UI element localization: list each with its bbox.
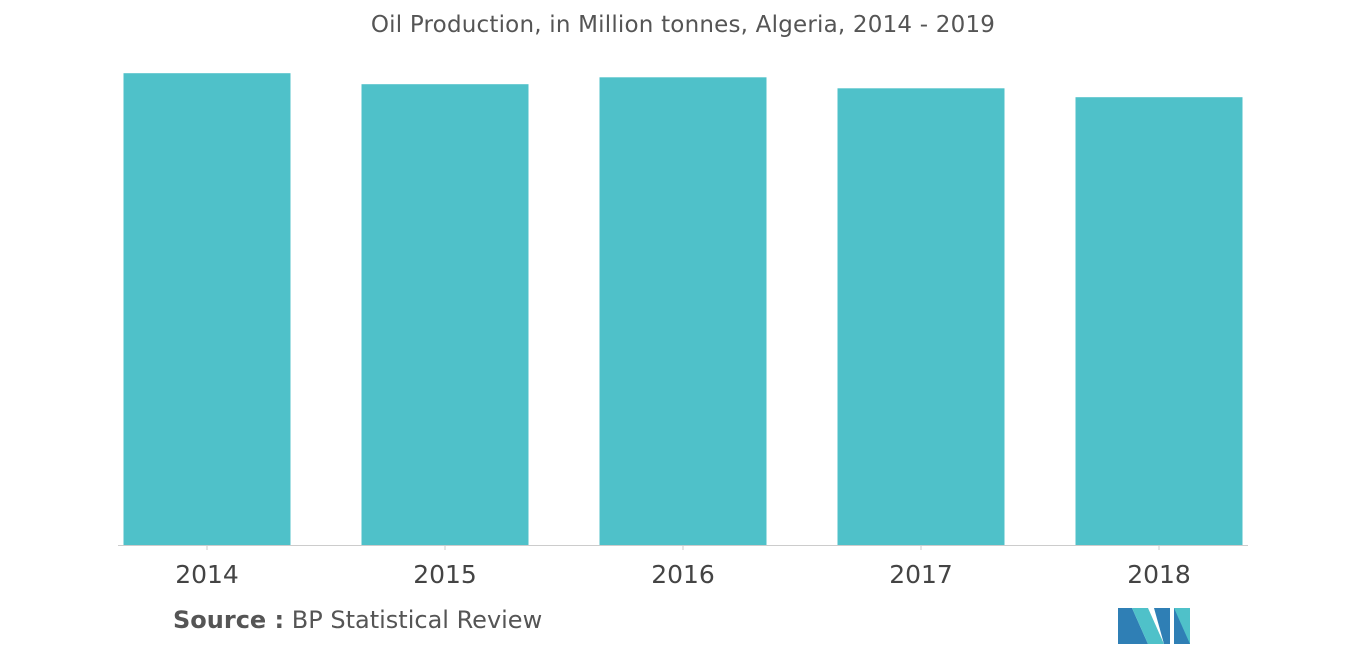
logo-right-diagonal — [1174, 608, 1190, 644]
source-label: Source : — [173, 606, 285, 634]
x-tick-label-2014: 2014 — [175, 560, 239, 589]
x-tick-label-2018: 2018 — [1127, 560, 1191, 589]
bar-2018 — [1075, 97, 1243, 545]
logo-left-shape — [1118, 608, 1148, 644]
bar-2014 — [123, 73, 291, 545]
logo-middle-shape — [1132, 608, 1164, 644]
x-tick-label-2015: 2015 — [413, 560, 477, 589]
bar-2016 — [599, 77, 767, 546]
logo-right-shape-dark — [1154, 608, 1170, 644]
bar-2015 — [361, 84, 529, 545]
source-text: BP Statistical Review — [291, 606, 543, 634]
chart-title: Oil Production, in Million tonnes, Alger… — [370, 12, 996, 38]
x-tick-label-2016: 2016 — [651, 560, 715, 589]
x-tick-label-2017: 2017 — [889, 560, 953, 589]
mordor-intelligence-logo-icon — [1118, 608, 1190, 644]
source-note: Source : BP Statistical Review — [173, 606, 542, 634]
bar-2017 — [837, 88, 1005, 546]
